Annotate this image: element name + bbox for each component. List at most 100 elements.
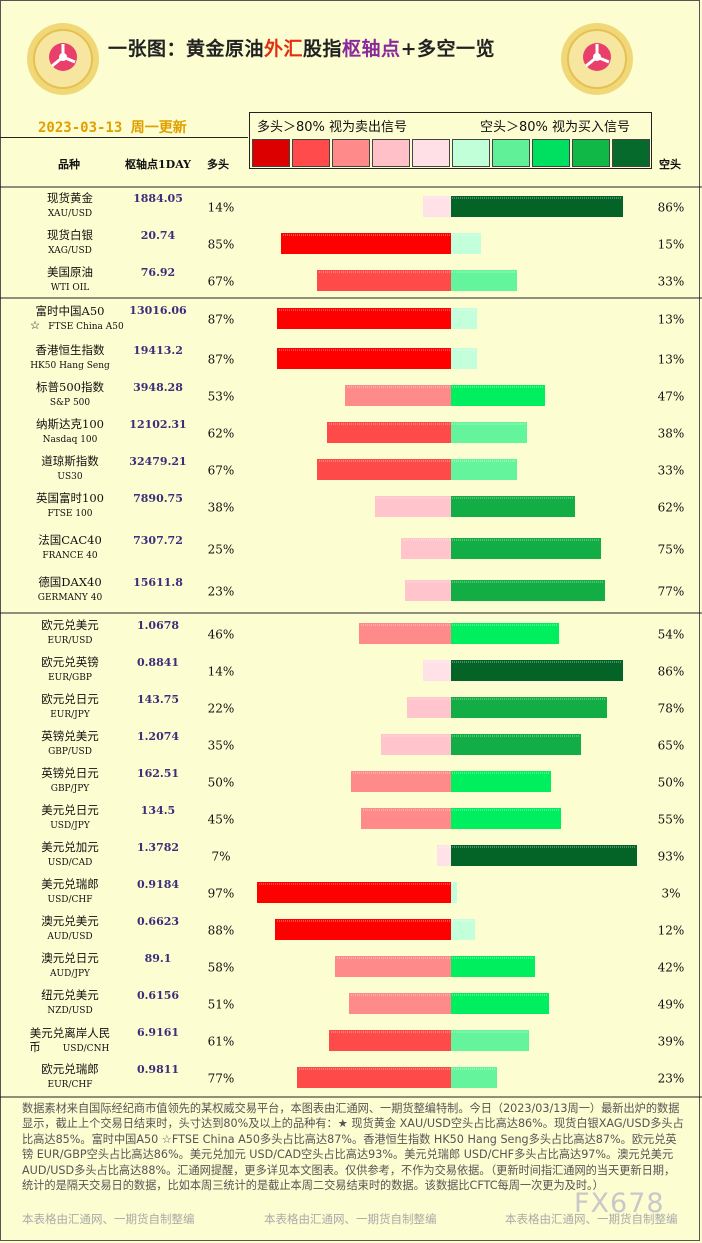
long-bar bbox=[381, 734, 451, 755]
footer-credit-1: 本表格由汇通网、一期货自制整编 bbox=[22, 1212, 195, 1226]
legend-swatch bbox=[532, 139, 570, 167]
long-bar bbox=[275, 919, 451, 940]
long-bar bbox=[423, 196, 451, 217]
short-bar bbox=[451, 771, 551, 792]
row-long-pct: 50% bbox=[208, 776, 235, 790]
long-bar bbox=[423, 660, 451, 681]
row-code: XAG/USD bbox=[48, 246, 92, 256]
row-long-pct: 45% bbox=[208, 813, 235, 827]
long-bar bbox=[437, 845, 451, 866]
row-pivot: 76.92 bbox=[141, 266, 175, 279]
row-name: 澳元兑日元 bbox=[41, 951, 99, 965]
row-name: 纽元兑美元 bbox=[41, 988, 99, 1002]
row-code: FTSE China A50 bbox=[48, 322, 124, 332]
row-code: EUR/GBP bbox=[48, 673, 92, 683]
row-code: FTSE 100 bbox=[47, 509, 92, 519]
row-code: NZD/USD bbox=[47, 1006, 92, 1016]
row-long-pct: 88% bbox=[208, 924, 235, 938]
short-bar bbox=[451, 196, 623, 217]
long-bar bbox=[349, 993, 451, 1014]
row-long-pct: 61% bbox=[208, 1035, 235, 1049]
watermark: FX678 bbox=[574, 1188, 665, 1219]
footer-credit-3: 本表格由汇通网、一期货自制整编 bbox=[505, 1212, 678, 1226]
long-bar bbox=[405, 580, 451, 601]
row-pivot: 7890.75 bbox=[133, 492, 183, 505]
row-long-pct: 22% bbox=[208, 702, 235, 716]
row-short-pct: 75% bbox=[658, 543, 685, 557]
short-bar bbox=[451, 845, 637, 866]
row-name: 欧元兑日元 bbox=[41, 692, 99, 706]
row-long-pct: 38% bbox=[208, 501, 235, 515]
row-pivot: 15611.8 bbox=[133, 576, 183, 589]
row-code: GBP/JPY bbox=[51, 784, 91, 794]
row-pivot: 0.6623 bbox=[137, 915, 179, 928]
legend-swatch bbox=[412, 139, 450, 167]
legend-swatch bbox=[292, 139, 330, 167]
update-date: 2023-03-13 周一更新 bbox=[38, 120, 187, 136]
row-name-cont: 币 bbox=[29, 1040, 41, 1054]
row-pivot: 162.51 bbox=[137, 767, 179, 780]
row-pivot: 19413.2 bbox=[133, 344, 183, 357]
row-name: 美元兑离岸人民 bbox=[30, 1026, 111, 1040]
short-bar bbox=[451, 538, 601, 559]
row-name: 美元兑加元 bbox=[41, 840, 99, 854]
row-long-pct: 87% bbox=[208, 353, 235, 367]
row-name: 道琼斯指数 bbox=[41, 454, 99, 468]
row-pivot: 89.1 bbox=[145, 952, 172, 965]
short-bar bbox=[451, 348, 477, 369]
short-bar bbox=[451, 1067, 497, 1088]
row-pivot: 20.74 bbox=[141, 229, 176, 242]
row-pivot: 12102.31 bbox=[129, 418, 186, 431]
long-bar bbox=[277, 308, 451, 329]
row-name: 澳元兑美元 bbox=[41, 914, 99, 928]
row-name: 德国DAX40 bbox=[38, 575, 101, 589]
row-name: 标普500指数 bbox=[36, 380, 104, 394]
row-short-pct: 3% bbox=[661, 887, 680, 901]
row-long-pct: 53% bbox=[208, 390, 235, 404]
row-pivot: 134.5 bbox=[141, 804, 175, 817]
row-long-pct: 7% bbox=[211, 850, 230, 864]
row-code: FRANCE 40 bbox=[42, 551, 97, 561]
row-pivot: 1.2074 bbox=[137, 730, 179, 743]
logo-left-icon bbox=[27, 23, 99, 95]
row-short-pct: 54% bbox=[658, 628, 685, 642]
col-header-short: 空头 bbox=[659, 158, 681, 171]
long-bar bbox=[361, 808, 451, 829]
legend-box bbox=[249, 112, 652, 169]
row-short-pct: 38% bbox=[658, 427, 685, 441]
row-code: GERMANY 40 bbox=[38, 593, 103, 603]
row-long-pct: 51% bbox=[208, 998, 235, 1012]
row-long-pct: 97% bbox=[208, 887, 235, 901]
row-short-pct: 78% bbox=[658, 702, 685, 716]
row-code: USD/CHF bbox=[48, 895, 93, 905]
row-short-pct: 33% bbox=[658, 464, 685, 478]
page-title: 一张图：黄金原油外汇股指枢轴点+多空一览 bbox=[108, 34, 568, 61]
short-bar bbox=[451, 623, 559, 644]
row-name: 美国原油 bbox=[47, 265, 93, 279]
footer-credit-2: 本表格由汇通网、一期货自制整编 bbox=[264, 1212, 437, 1226]
row-pivot: 0.9184 bbox=[137, 878, 179, 891]
col-header-pivot: 枢轴点1DAY bbox=[125, 158, 192, 171]
long-bar bbox=[317, 270, 451, 291]
title-part-c: 股指 bbox=[303, 38, 343, 60]
row-short-pct: 12% bbox=[658, 924, 685, 938]
row-name: 纳斯达克100 bbox=[36, 417, 104, 431]
short-bar bbox=[451, 882, 457, 903]
row-short-pct: 15% bbox=[658, 238, 685, 252]
short-bar bbox=[451, 496, 575, 517]
row-name: 现货黄金 bbox=[47, 191, 93, 205]
short-bar bbox=[451, 385, 545, 406]
row-name: 香港恒生指数 bbox=[36, 343, 105, 357]
title-part-b: 外汇 bbox=[264, 38, 304, 60]
short-bar bbox=[451, 422, 527, 443]
col-header-long: 多头 bbox=[207, 158, 229, 171]
row-short-pct: 13% bbox=[658, 353, 685, 367]
row-name: 美元兑瑞郎 bbox=[41, 877, 99, 891]
row-short-pct: 49% bbox=[658, 998, 685, 1012]
logo-right-icon bbox=[561, 23, 633, 95]
row-short-pct: 13% bbox=[658, 313, 685, 327]
row-code: US30 bbox=[57, 472, 82, 482]
row-code: EUR/JPY bbox=[50, 710, 91, 720]
